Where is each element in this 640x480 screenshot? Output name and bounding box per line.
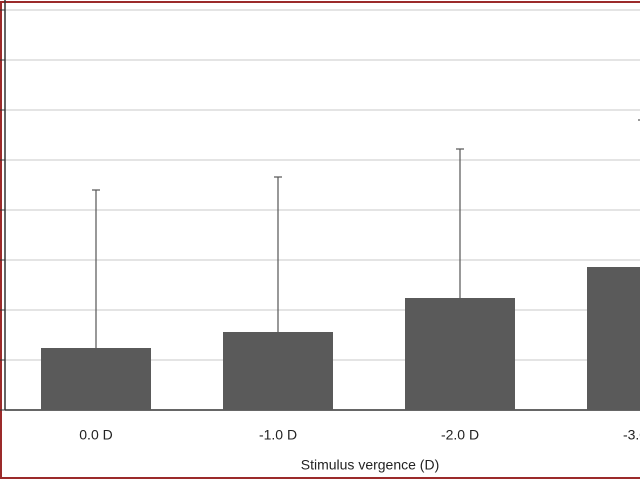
x-tick-label: 0.0 D bbox=[79, 427, 112, 443]
bar bbox=[223, 332, 333, 410]
error-bar bbox=[92, 189, 100, 348]
x-tick-label: -2.0 D bbox=[441, 427, 479, 443]
error-bar bbox=[274, 176, 282, 332]
x-tick-label: -1.0 D bbox=[259, 427, 297, 443]
error-bar bbox=[638, 119, 640, 121]
bar bbox=[405, 298, 515, 410]
bar bbox=[587, 267, 640, 410]
x-axis-label: Stimulus vergence (D) bbox=[301, 457, 440, 473]
x-tick-label: -3.0 D bbox=[623, 427, 640, 443]
bar bbox=[41, 348, 151, 410]
error-bar bbox=[456, 148, 464, 298]
